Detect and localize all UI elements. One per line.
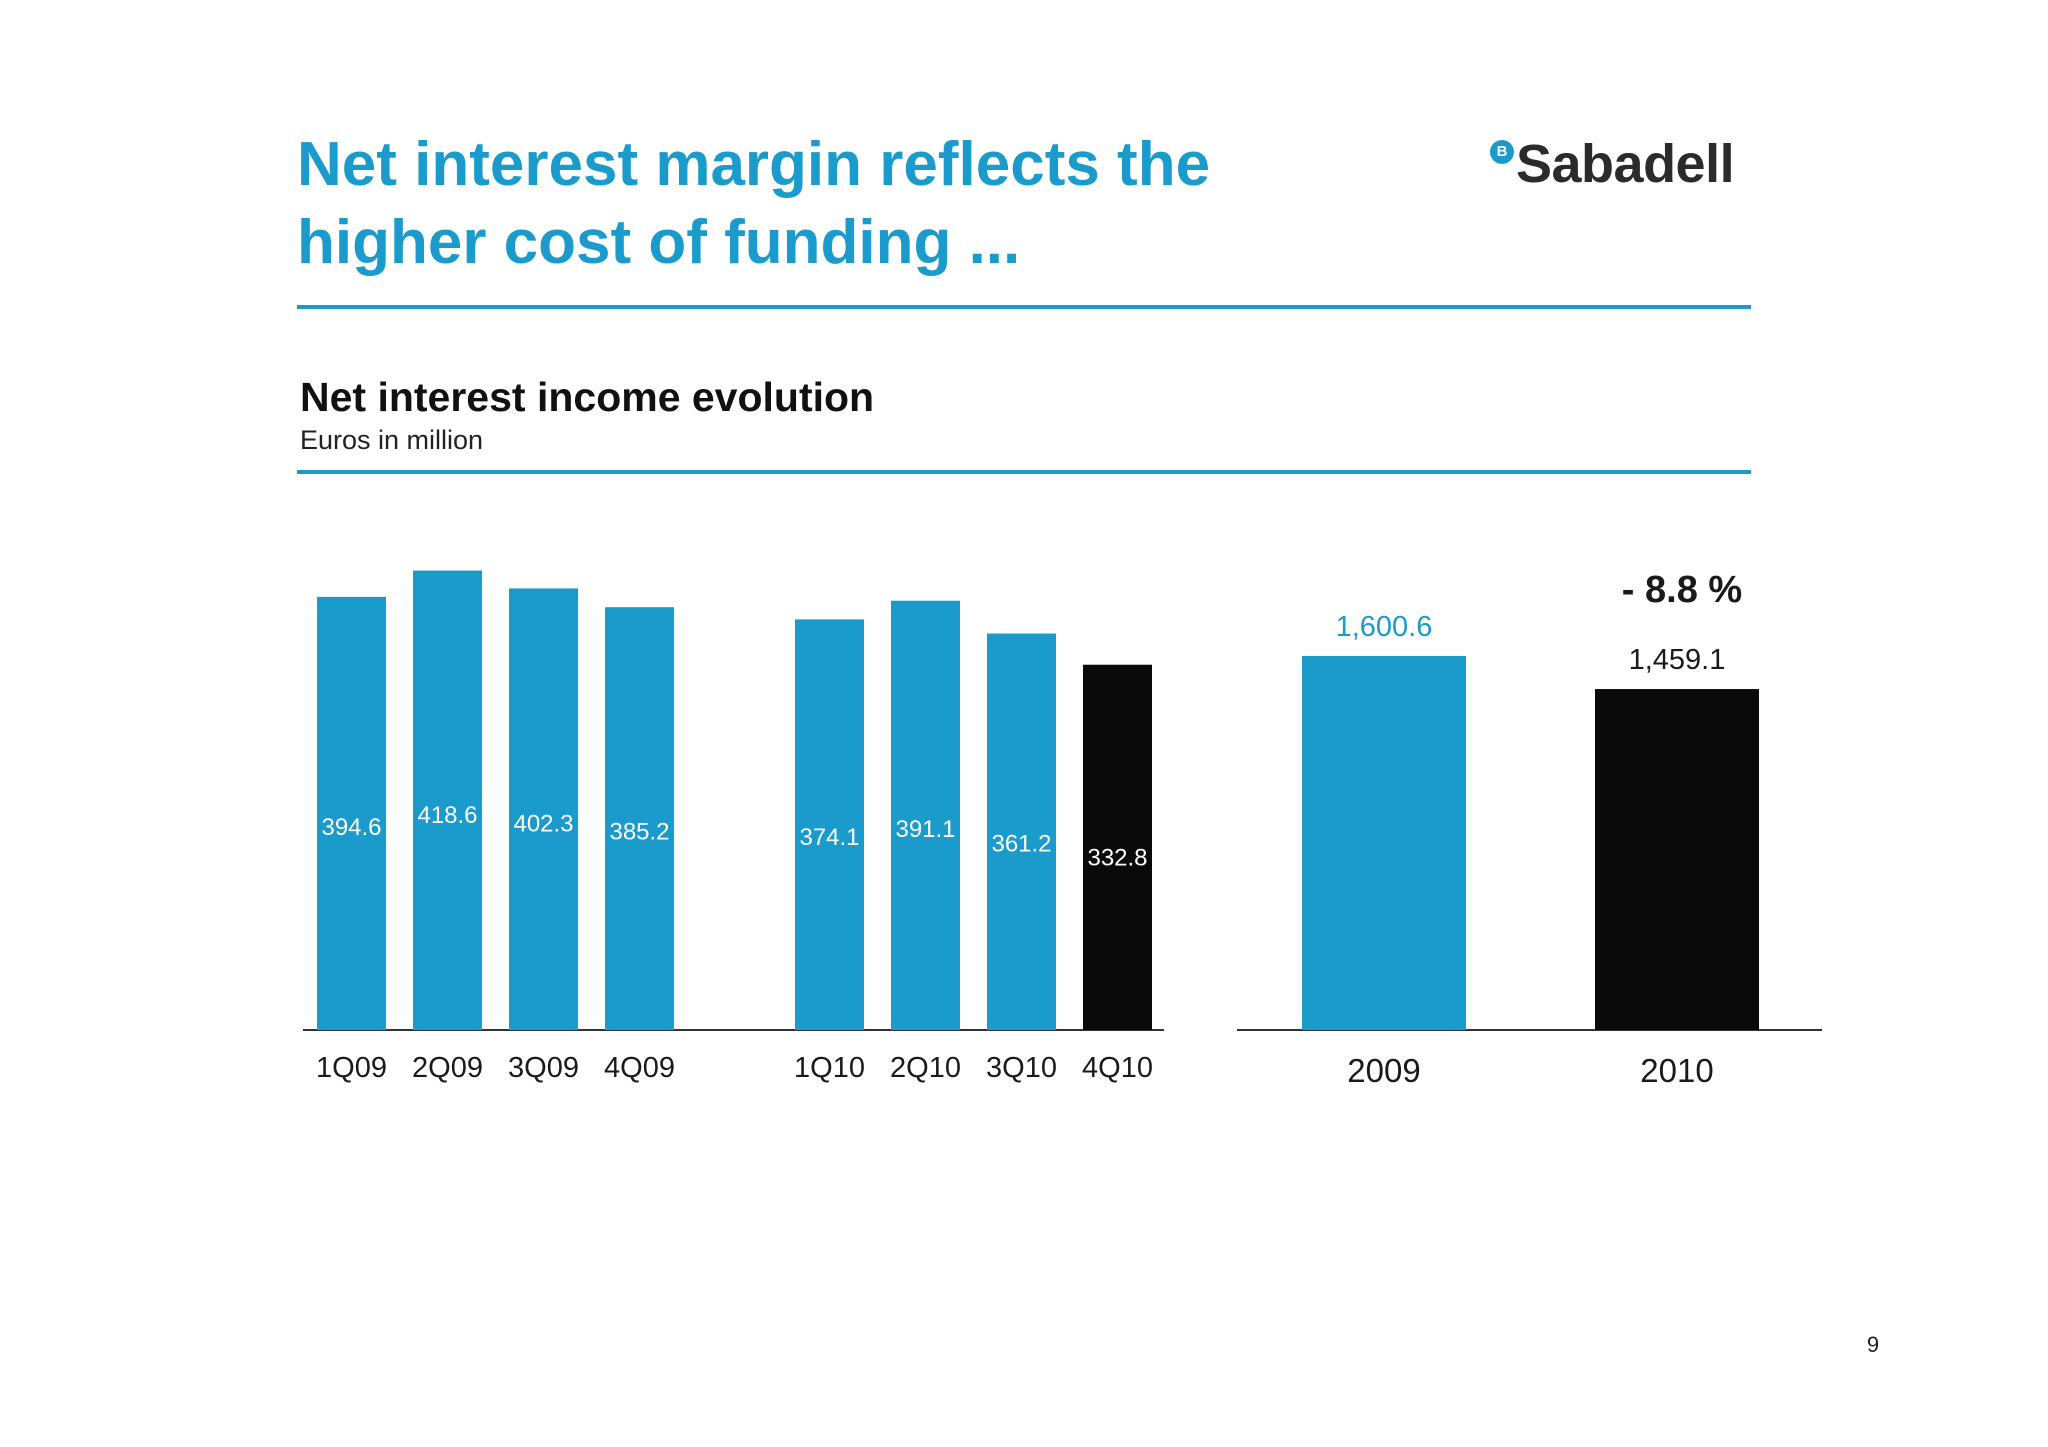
tick-label-2q10: 2Q10: [890, 1052, 961, 1084]
change-percentage-annotation: - 8.8 %: [1622, 569, 1742, 611]
logo-mark: B: [1490, 140, 1514, 164]
bar-value-label-3q09: 402.3: [513, 810, 573, 837]
bar-2q09: [413, 570, 482, 1030]
tick-label-3q10: 3Q10: [986, 1052, 1057, 1084]
bar-value-label-3q10: 361.2: [991, 831, 1051, 858]
tick-label-2q09: 2Q09: [412, 1052, 483, 1084]
bar-value-label-1q09: 394.6: [321, 814, 381, 841]
annual-tick-label-2010: 2010: [1640, 1052, 1713, 1089]
tick-label-4q10: 4Q10: [1082, 1052, 1153, 1084]
logo-wordmark: Sabadell: [1516, 134, 1735, 194]
bar-3q09: [509, 588, 578, 1030]
slide-title-line-1: Net interest margin reflects the: [297, 130, 1211, 199]
subtitle-divider: [297, 470, 1751, 474]
tick-label-4q09: 4Q09: [604, 1052, 675, 1084]
bar-value-label-1q10: 374.1: [799, 824, 859, 851]
page-number: 9: [1866, 1332, 1880, 1357]
title-divider: [297, 305, 1751, 309]
tick-label-1q09: 1Q09: [316, 1052, 387, 1084]
bar-4q09: [605, 607, 674, 1030]
annual-value-label-2009: 1,600.6: [1336, 611, 1433, 643]
annual-bar-2009: [1302, 656, 1466, 1030]
bar-value-label-4q10: 332.8: [1087, 845, 1147, 872]
chart-unit-label: Euros in million: [300, 425, 484, 455]
bar-2q10: [891, 600, 960, 1030]
bar-3q10: [987, 633, 1056, 1030]
tick-label-3q09: 3Q09: [508, 1052, 579, 1084]
bar-4q10: [1083, 664, 1152, 1030]
slide-title: Net interest margin reflects the higher …: [297, 126, 1297, 282]
annual-tick-label-2009: 2009: [1347, 1052, 1420, 1089]
chart-subtitle: Net interest income evolution: [300, 374, 875, 420]
annual-bar-2010: [1595, 689, 1759, 1030]
bar-1q10: [795, 619, 864, 1030]
bar-1q09: [317, 596, 386, 1030]
tick-label-1q10: 1Q10: [794, 1052, 865, 1084]
bar-value-label-2q10: 391.1: [895, 816, 955, 843]
bar-value-label-2q09: 418.6: [417, 802, 477, 829]
bar-value-label-4q09: 385.2: [609, 819, 669, 846]
slide-title-line-2: higher cost of funding ...: [297, 208, 1021, 277]
annual-value-label-2010: 1,459.1: [1629, 644, 1726, 676]
